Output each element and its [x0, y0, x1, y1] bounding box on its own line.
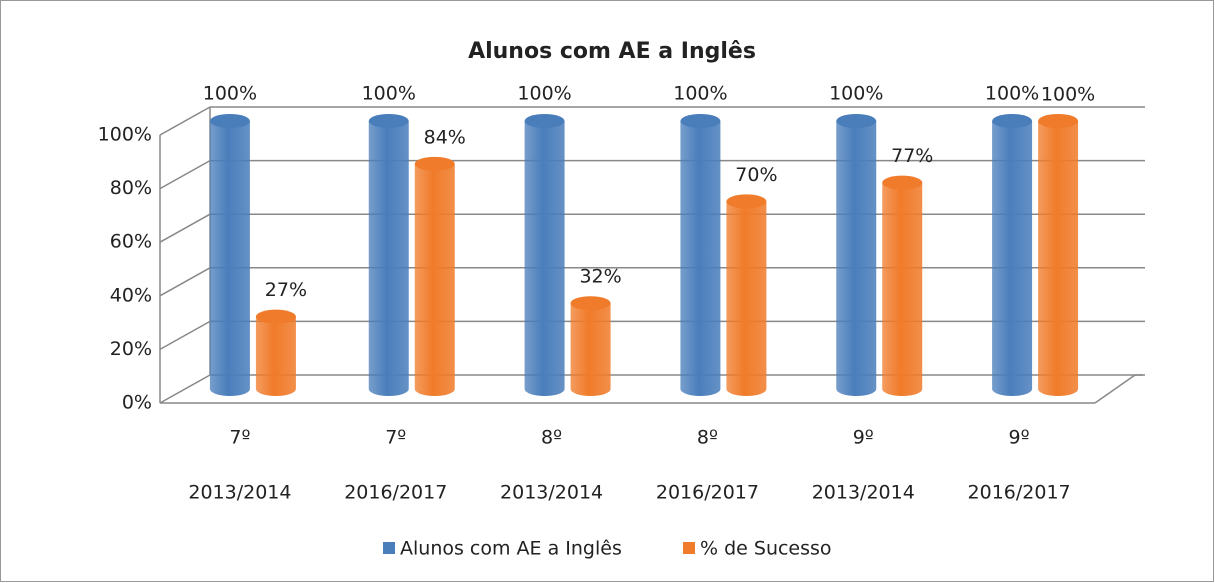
grid-line [159, 106, 211, 136]
bar-body [524, 121, 565, 396]
y-tick-label: 80% [110, 177, 152, 199]
grid-line [159, 159, 211, 190]
x-tick-label: 2013/2014 [812, 482, 915, 504]
data-label: 100% [673, 83, 727, 105]
x-tick-label: 2016/2017 [344, 482, 447, 504]
bar-top [1038, 114, 1079, 128]
x-tick-label: 8º [541, 427, 562, 449]
bar-top [836, 114, 877, 128]
bar-body [414, 163, 455, 396]
x-tick-label: 7º [229, 427, 250, 449]
bar-body [680, 121, 721, 396]
axis-line [1094, 374, 1136, 404]
data-label: 100% [1041, 84, 1095, 106]
bar-top [570, 296, 611, 311]
bar-top [726, 194, 767, 209]
data-label: 70% [735, 164, 777, 186]
data-label: 27% [265, 279, 307, 301]
data-label: 100% [517, 83, 571, 105]
bar [882, 175, 923, 396]
bar [414, 156, 455, 396]
bar [524, 114, 565, 396]
legend-swatch [383, 542, 395, 554]
bar-body [209, 121, 250, 396]
x-tick-label: 7º [385, 427, 406, 449]
bar-body [570, 303, 611, 396]
data-label: 77% [891, 145, 933, 167]
grid-line [159, 267, 211, 297]
bar-top [414, 156, 455, 171]
bar-top [255, 309, 296, 324]
bar-body [836, 121, 877, 396]
data-label: 32% [579, 266, 621, 288]
bar [1038, 114, 1079, 396]
bar-body [1038, 121, 1079, 396]
x-tick-label: 9º [1009, 427, 1030, 449]
bar-top [209, 114, 250, 128]
y-tick-label: 60% [110, 231, 152, 253]
legend-swatch [683, 542, 695, 554]
bar [255, 309, 296, 396]
legend-label: % de Sucesso [700, 538, 832, 560]
chart-title: Alunos com AE a Inglês [468, 39, 756, 64]
x-tick-label: 9º [853, 427, 874, 449]
bar-top [992, 114, 1033, 128]
bar [680, 114, 721, 396]
bar-body [255, 316, 296, 396]
legend-label: Alunos com AE a Inglês [400, 538, 622, 560]
grid-line [159, 320, 211, 351]
data-label: 100% [985, 83, 1039, 105]
bar [992, 114, 1033, 397]
y-tick-label: 100% [98, 124, 152, 146]
bar-top [882, 175, 923, 190]
bar [368, 114, 409, 396]
data-label: 100% [203, 83, 257, 105]
bar [726, 194, 767, 396]
x-tick-label: 8º [697, 427, 718, 449]
x-tick-label: 2016/2017 [968, 482, 1071, 504]
bar-body [726, 201, 767, 396]
x-tick-label: 2016/2017 [656, 482, 759, 504]
x-tick-label: 2013/2014 [500, 482, 603, 504]
grid-line [159, 374, 211, 404]
bar [570, 296, 611, 396]
y-tick-label: 0% [122, 392, 152, 414]
y-tick-label: 40% [110, 284, 152, 306]
bar [836, 114, 877, 396]
bar-top [680, 114, 721, 128]
data-label: 84% [424, 126, 466, 148]
x-tick-label: 2013/2014 [188, 482, 291, 504]
bar-top [524, 114, 565, 128]
bar-body [368, 121, 409, 396]
data-label: 100% [362, 83, 416, 105]
grid-line [159, 213, 211, 243]
bar-body [992, 121, 1033, 397]
y-tick-label: 20% [110, 338, 152, 360]
bar-top [368, 114, 409, 128]
bar [209, 114, 250, 396]
bar-body [882, 182, 923, 396]
data-label: 100% [829, 83, 883, 105]
